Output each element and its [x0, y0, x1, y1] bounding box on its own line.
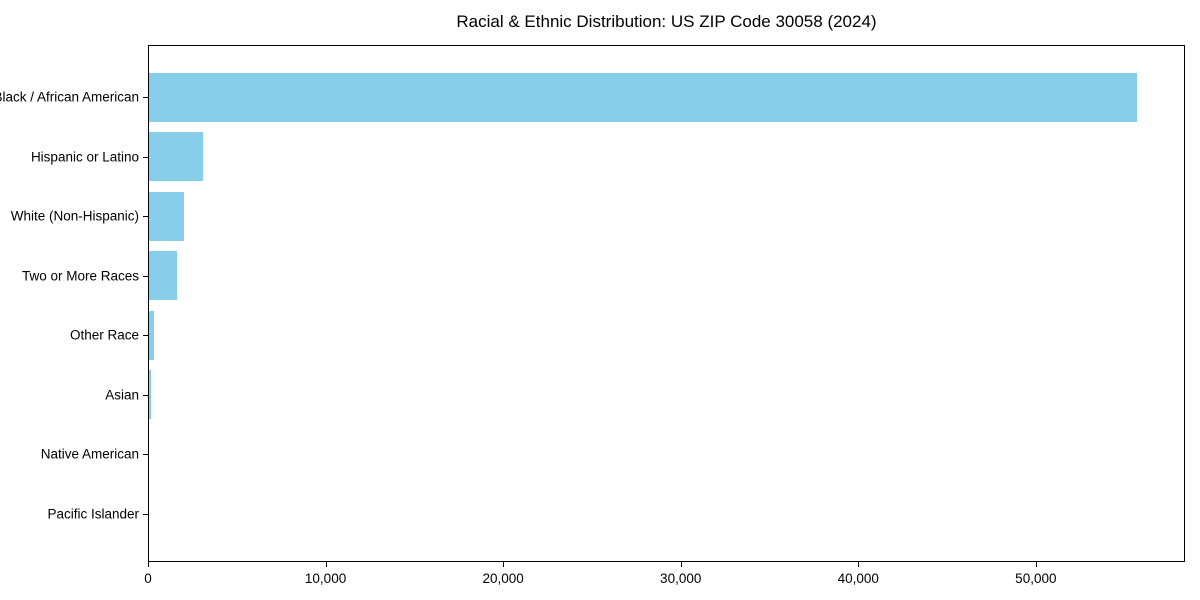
y-tick-label: Two or More Races	[21, 268, 139, 284]
y-tick-label: Hispanic or Latino	[30, 149, 139, 165]
x-tick-label: 40,000	[837, 571, 879, 586]
y-tick-mark	[143, 275, 148, 277]
y-tick-mark	[143, 156, 148, 158]
x-tick-mark	[325, 562, 327, 567]
y-tick-label: White (Non-Hispanic)	[10, 208, 139, 224]
bar	[149, 132, 204, 182]
y-tick-mark	[143, 454, 148, 456]
bar	[149, 251, 177, 301]
bar	[149, 72, 1138, 122]
plot-area	[148, 45, 1185, 562]
y-tick-mark	[143, 97, 148, 98]
x-tick-label: 10,000	[304, 571, 347, 586]
y-tick-mark	[143, 216, 148, 218]
y-tick-mark	[143, 335, 148, 337]
bar	[149, 370, 152, 420]
y-tick-label: Black / African American	[0, 89, 139, 105]
x-tick-mark	[148, 562, 149, 567]
x-tick-label: 30,000	[660, 571, 702, 586]
x-tick-label: 50,000	[1015, 571, 1057, 586]
y-tick-label: Other Race	[69, 327, 139, 343]
y-tick-mark	[143, 394, 148, 396]
chart-title: Racial & Ethnic Distribution: US ZIP Cod…	[456, 12, 877, 31]
x-tick-mark	[858, 562, 860, 567]
x-tick-label: 0	[144, 571, 152, 586]
y-tick-label: Asian	[105, 387, 139, 403]
x-tick-mark	[680, 562, 682, 567]
x-tick-label: 20,000	[482, 571, 524, 586]
y-tick-label: Pacific Islander	[47, 506, 139, 522]
x-tick-mark	[1035, 562, 1037, 567]
y-tick-mark	[143, 513, 148, 515]
bar	[149, 310, 155, 360]
x-tick-mark	[503, 562, 505, 567]
bar	[149, 191, 184, 241]
y-tick-label: Native American	[40, 446, 139, 462]
